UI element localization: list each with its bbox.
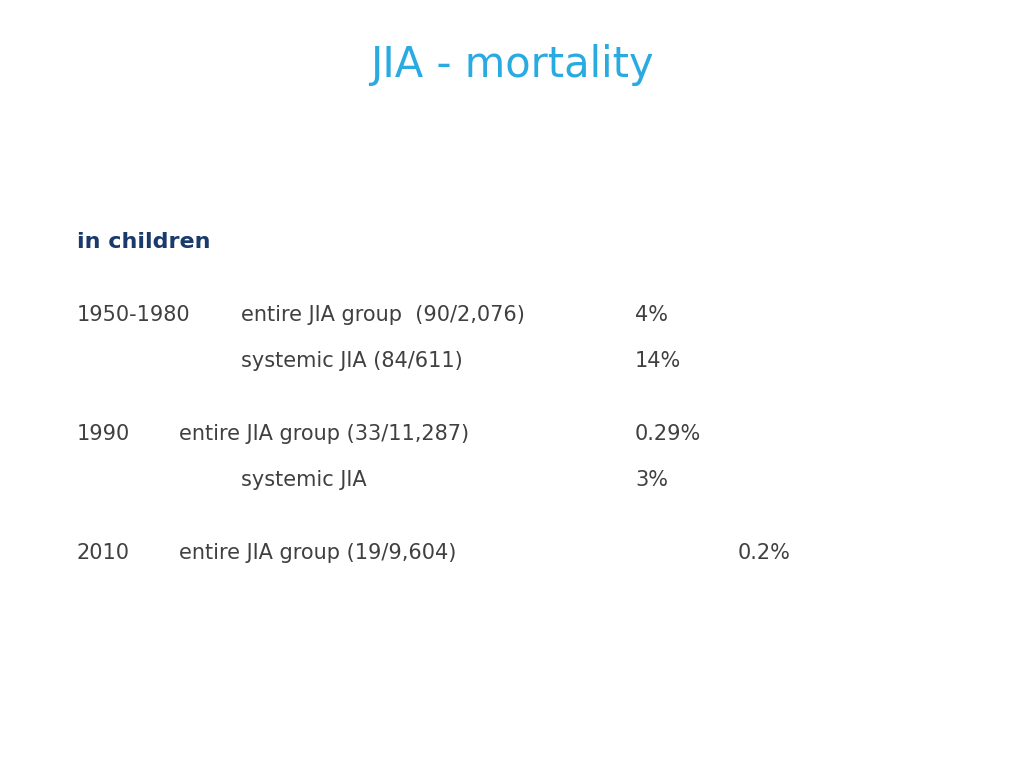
Text: 1950-1980: 1950-1980 (77, 305, 190, 325)
Text: 2010: 2010 (77, 543, 130, 563)
Text: entire JIA group (19/9,604): entire JIA group (19/9,604) (179, 543, 457, 563)
Text: 0.2%: 0.2% (737, 543, 791, 563)
Text: 0.29%: 0.29% (635, 424, 701, 444)
Text: in children: in children (77, 232, 210, 252)
Text: 4%: 4% (635, 305, 668, 325)
Text: 1990: 1990 (77, 424, 130, 444)
Text: JIA - mortality: JIA - mortality (371, 45, 653, 86)
Text: systemic JIA: systemic JIA (241, 470, 367, 490)
Text: 3%: 3% (635, 470, 668, 490)
Text: 14%: 14% (635, 351, 681, 371)
Text: entire JIA group  (90/2,076): entire JIA group (90/2,076) (241, 305, 524, 325)
Text: systemic JIA (84/611): systemic JIA (84/611) (241, 351, 463, 371)
Text: entire JIA group (33/11,287): entire JIA group (33/11,287) (179, 424, 469, 444)
